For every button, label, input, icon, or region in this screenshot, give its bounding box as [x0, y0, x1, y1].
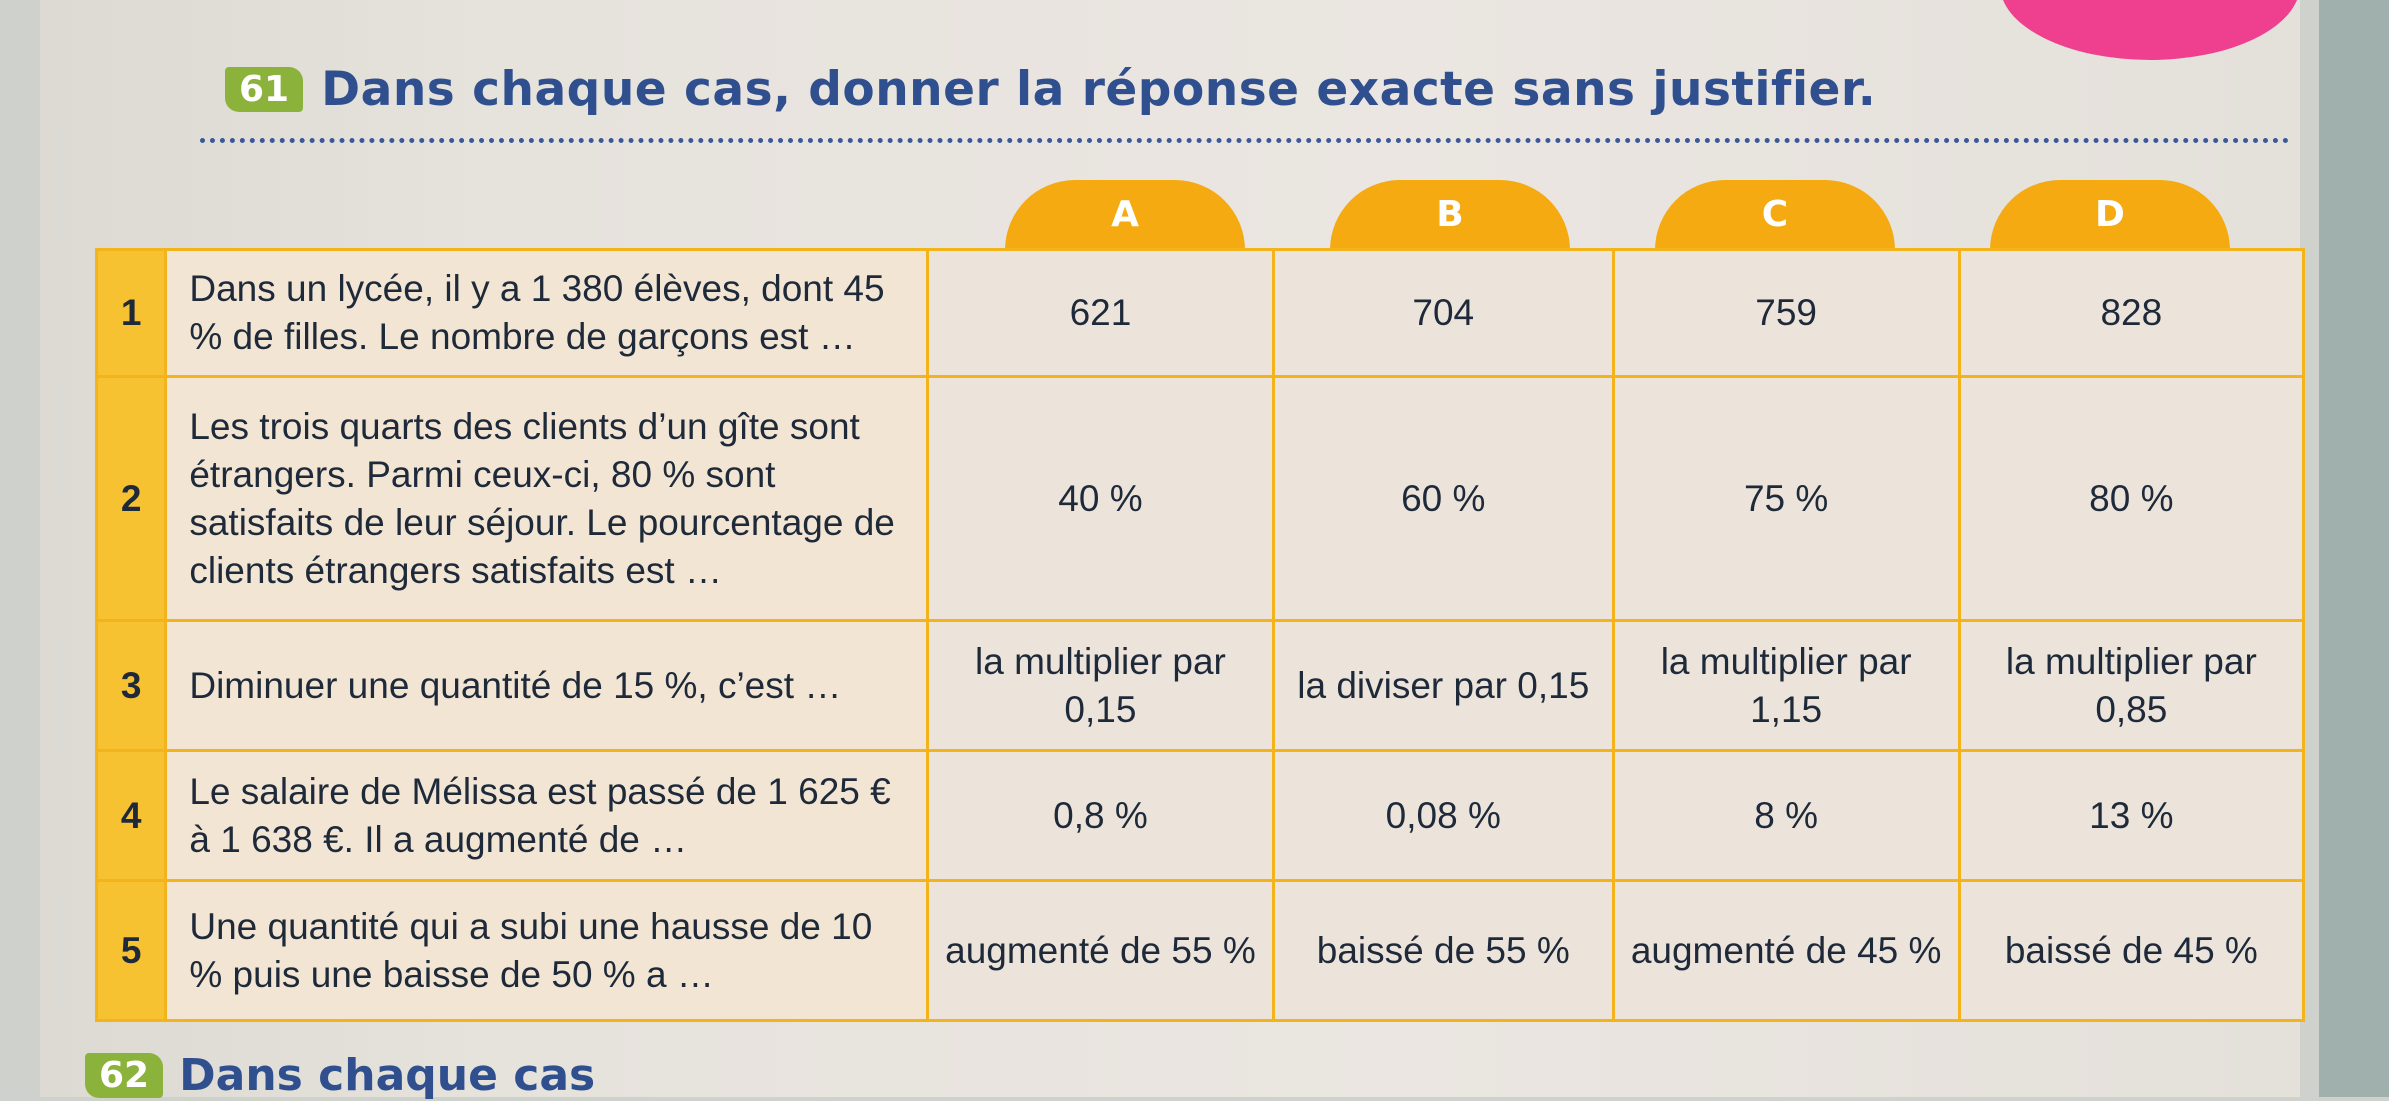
- question-text: Une quantité qui a subi une hausse de 10…: [164, 879, 929, 1023]
- answer-a: la multiplier par 0,15: [925, 619, 1276, 753]
- answer-b: 60 %: [1272, 375, 1615, 623]
- answer-c: 75 %: [1611, 375, 1961, 623]
- answer-a: 621: [925, 247, 1276, 379]
- next-exercise-number: 62: [85, 1053, 164, 1098]
- column-tab-d: D: [1990, 180, 2230, 250]
- answer-d: 13 %: [1957, 749, 2306, 883]
- column-tab-b: B: [1330, 180, 1570, 250]
- answer-a: 0,8 %: [925, 749, 1276, 883]
- table-row: 2 Les trois quarts des clients d’un gîte…: [94, 375, 2306, 623]
- question-text: Dans un lycée, il y a 1 380 élèves, dont…: [164, 247, 929, 379]
- row-number: 3: [94, 619, 168, 753]
- row-number: 4: [94, 749, 168, 883]
- question-text: Le salaire de Mélissa est passé de 1 625…: [164, 749, 929, 883]
- next-exercise-title: Dans chaque cas: [179, 1050, 596, 1101]
- table-row: 3 Diminuer une quantité de 15 %, c’est ……: [94, 619, 2306, 753]
- table-row: 4 Le salaire de Mélissa est passé de 1 6…: [94, 749, 2306, 883]
- answer-d: 80 %: [1957, 375, 2306, 623]
- answer-d: baissé de 45 %: [1957, 879, 2306, 1023]
- table-row: 5 Une quantité qui a subi une hausse de …: [94, 879, 2306, 1023]
- adjacent-page-edge: [2319, 0, 2389, 1097]
- answer-b: la diviser par 0,15: [1272, 619, 1615, 753]
- table-row: 1 Dans un lycée, il y a 1 380 élèves, do…: [94, 247, 2306, 379]
- answer-b: baissé de 55 %: [1272, 879, 1615, 1023]
- column-tab-c: C: [1655, 180, 1895, 250]
- textbook-page: 61 Dans chaque cas, donner la réponse ex…: [40, 0, 2306, 1101]
- answer-b: 0,08 %: [1272, 749, 1615, 883]
- exercise-number: 61: [225, 67, 304, 112]
- answer-c: augmenté de 45 %: [1611, 879, 1961, 1023]
- row-number: 1: [94, 247, 168, 379]
- column-tab-a: A: [1005, 180, 1245, 250]
- answer-d: 828: [1957, 247, 2306, 379]
- row-number: 2: [94, 375, 168, 623]
- answer-c: la multiplier par 1,15: [1611, 619, 1961, 753]
- answer-c: 8 %: [1611, 749, 1961, 883]
- answer-a: 40 %: [925, 375, 1276, 623]
- question-text: Les trois quarts des clients d’un gîte s…: [164, 375, 929, 623]
- answer-d: la multiplier par 0,85: [1957, 619, 2306, 753]
- exercise-header: 61 Dans chaque cas, donner la réponse ex…: [225, 62, 1876, 117]
- exercise-title: Dans chaque cas, donner la réponse exact…: [321, 62, 1877, 117]
- answer-a: augmenté de 55 %: [925, 879, 1276, 1023]
- answer-c: 759: [1611, 247, 1961, 379]
- next-exercise-header: 62 Dans chaque cas: [85, 1050, 595, 1101]
- question-text: Diminuer une quantité de 15 %, c’est …: [164, 619, 929, 753]
- answer-b: 704: [1272, 247, 1615, 379]
- qcm-table: 1 Dans un lycée, il y a 1 380 élèves, do…: [94, 247, 2306, 1023]
- decorative-pink-shape: [2000, 0, 2300, 60]
- dotted-separator: [200, 138, 2290, 143]
- row-number: 5: [94, 879, 168, 1023]
